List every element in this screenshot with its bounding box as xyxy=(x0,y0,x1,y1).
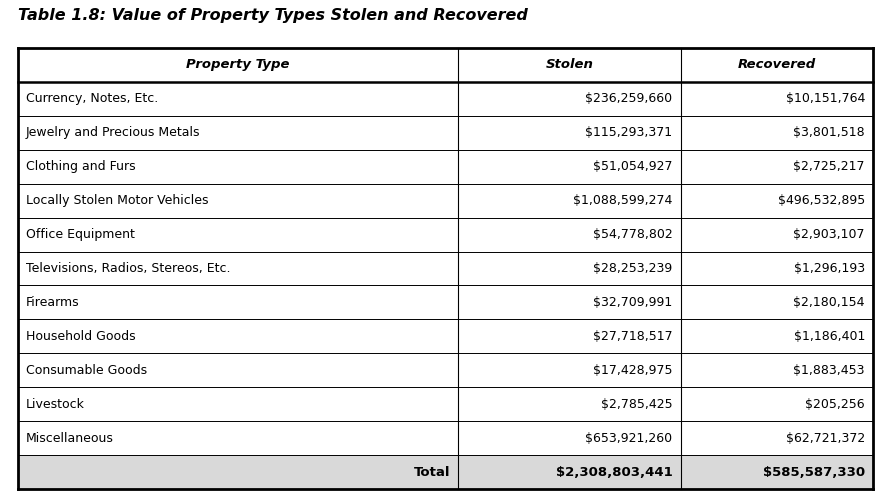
Text: $653,921,260: $653,921,260 xyxy=(585,432,673,445)
Text: Miscellaneous: Miscellaneous xyxy=(26,432,114,445)
Text: $585,587,330: $585,587,330 xyxy=(763,466,865,479)
Text: $54,778,802: $54,778,802 xyxy=(593,228,673,241)
Text: $51,054,927: $51,054,927 xyxy=(593,160,673,173)
Text: Firearms: Firearms xyxy=(26,296,79,309)
Text: $32,709,991: $32,709,991 xyxy=(593,296,673,309)
Text: Currency, Notes, Etc.: Currency, Notes, Etc. xyxy=(26,92,159,105)
Text: Household Goods: Household Goods xyxy=(26,330,135,343)
Text: $496,532,895: $496,532,895 xyxy=(778,194,865,207)
Bar xyxy=(18,455,873,489)
Text: $2,785,425: $2,785,425 xyxy=(601,398,673,411)
Text: $2,903,107: $2,903,107 xyxy=(794,228,865,241)
Text: Recovered: Recovered xyxy=(738,58,816,71)
Text: $115,293,371: $115,293,371 xyxy=(585,126,673,139)
Text: $2,725,217: $2,725,217 xyxy=(794,160,865,173)
Text: $1,883,453: $1,883,453 xyxy=(794,364,865,377)
Text: Office Equipment: Office Equipment xyxy=(26,228,135,241)
Text: Locally Stolen Motor Vehicles: Locally Stolen Motor Vehicles xyxy=(26,194,208,207)
Text: $27,718,517: $27,718,517 xyxy=(593,330,673,343)
Text: $1,296,193: $1,296,193 xyxy=(794,262,865,275)
Text: $28,253,239: $28,253,239 xyxy=(593,262,673,275)
Text: Televisions, Radios, Stereos, Etc.: Televisions, Radios, Stereos, Etc. xyxy=(26,262,231,275)
Text: $62,721,372: $62,721,372 xyxy=(786,432,865,445)
Text: Jewelry and Precious Metals: Jewelry and Precious Metals xyxy=(26,126,200,139)
Text: Consumable Goods: Consumable Goods xyxy=(26,364,147,377)
Text: $1,088,599,274: $1,088,599,274 xyxy=(573,194,673,207)
Text: Property Type: Property Type xyxy=(186,58,290,71)
Text: $236,259,660: $236,259,660 xyxy=(585,92,673,105)
Text: Total: Total xyxy=(413,466,450,479)
Text: $3,801,518: $3,801,518 xyxy=(793,126,865,139)
Text: Stolen: Stolen xyxy=(545,58,593,71)
Text: $17,428,975: $17,428,975 xyxy=(593,364,673,377)
Text: Livestock: Livestock xyxy=(26,398,85,411)
Text: Table 1.8: Value of Property Types Stolen and Recovered: Table 1.8: Value of Property Types Stole… xyxy=(18,8,527,23)
Text: $2,180,154: $2,180,154 xyxy=(794,296,865,309)
Text: $2,308,803,441: $2,308,803,441 xyxy=(556,466,673,479)
Text: $205,256: $205,256 xyxy=(805,398,865,411)
Text: $10,151,764: $10,151,764 xyxy=(786,92,865,105)
Text: Clothing and Furs: Clothing and Furs xyxy=(26,160,135,173)
Text: $1,186,401: $1,186,401 xyxy=(794,330,865,343)
